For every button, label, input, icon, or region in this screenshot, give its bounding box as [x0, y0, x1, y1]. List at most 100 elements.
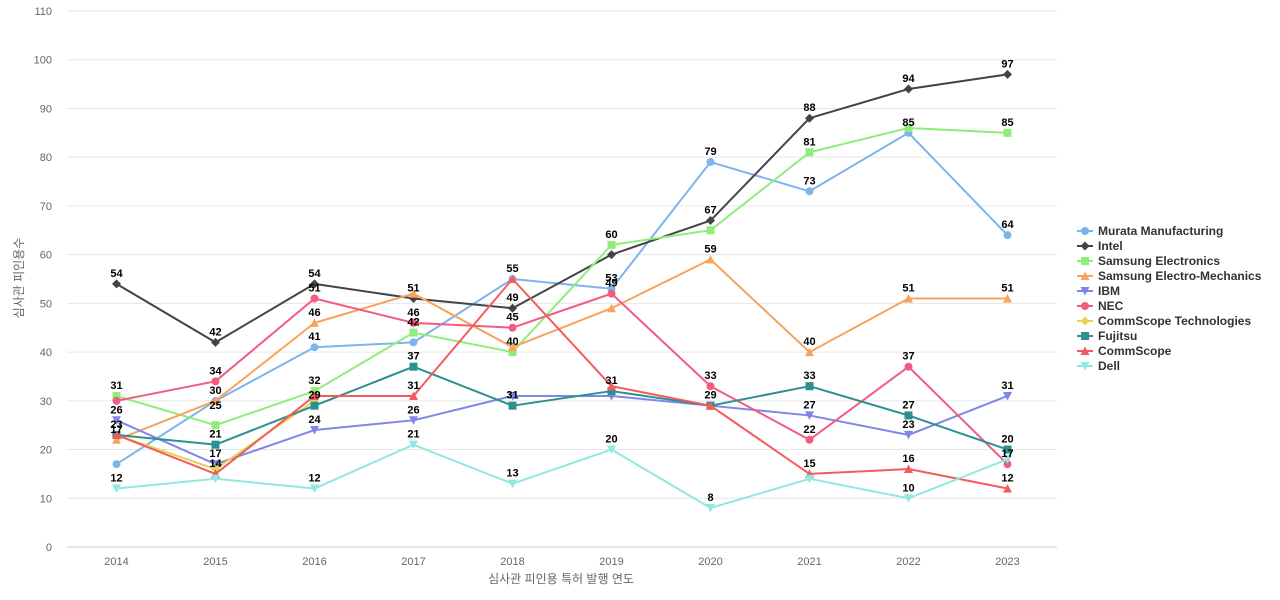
- data-label: 20: [605, 434, 617, 446]
- legend-marker: [1080, 287, 1090, 296]
- series-line: [115, 394, 1009, 466]
- series-marker: [508, 274, 517, 283]
- series-marker: [1003, 128, 1012, 137]
- data-label: 25: [209, 400, 221, 412]
- series-marker: [310, 279, 319, 289]
- legend-item[interactable]: CommScope Technologies: [1077, 314, 1251, 328]
- series-marker: [112, 484, 121, 494]
- data-label: 51: [407, 282, 419, 294]
- series-marker: [211, 396, 220, 405]
- data-label: 17: [110, 424, 122, 436]
- legend-item[interactable]: Samsung Electronics: [1077, 254, 1220, 268]
- data-label: 32: [308, 375, 320, 387]
- series-marker: [1003, 445, 1012, 454]
- series-marker: [508, 342, 517, 352]
- series-marker: [1003, 484, 1012, 493]
- data-label: 51: [902, 282, 914, 294]
- series-marker: [805, 382, 814, 391]
- legend-item[interactable]: Intel: [1077, 239, 1123, 253]
- series-marker: [1003, 69, 1012, 79]
- series-marker: [805, 148, 814, 157]
- series-marker: [904, 362, 913, 371]
- series-4: [112, 391, 1012, 469]
- legend-item[interactable]: CommScope: [1077, 344, 1172, 358]
- series-line: [115, 365, 1009, 451]
- legend-marker: [1081, 302, 1089, 310]
- x-tick-label: 2016: [302, 556, 326, 568]
- series-marker: [112, 416, 121, 425]
- data-label: 29: [308, 390, 320, 402]
- data-label: 27: [803, 399, 815, 411]
- data-label: 67: [704, 205, 716, 217]
- series-line: [115, 443, 1009, 510]
- y-tick-label: 30: [40, 396, 52, 408]
- legend-label: Dell: [1098, 359, 1120, 373]
- x-tick-label: 2017: [401, 556, 425, 568]
- data-label: 12: [1001, 473, 1013, 485]
- series-marker: [112, 391, 121, 400]
- axis-layer: 심사관 피인용 특허 발행 연도 심사관 피인용수 0 10 20 30 40 50 60 7…: [12, 6, 1020, 586]
- legend-item[interactable]: Dell: [1077, 359, 1120, 373]
- series-marker: [508, 479, 517, 489]
- legend-item[interactable]: Samsung Electro-Mechanics: [1077, 269, 1262, 283]
- series-marker: [607, 387, 616, 396]
- series-marker: [706, 216, 715, 226]
- series-marker: [310, 401, 319, 410]
- data-label: 21: [209, 429, 221, 441]
- series-marker: [706, 504, 715, 513]
- data-label: 31: [110, 380, 122, 392]
- y-tick-label: 70: [40, 201, 52, 213]
- data-label: 64: [1001, 219, 1014, 231]
- series-marker: [607, 240, 616, 249]
- data-label: 49: [605, 278, 617, 290]
- data-label: 97: [1001, 58, 1013, 70]
- series-marker: [805, 113, 814, 123]
- data-label: 33: [704, 370, 716, 382]
- data-label: 29: [704, 390, 716, 402]
- data-label: 24: [308, 414, 321, 426]
- series-marker: [508, 303, 517, 313]
- legend-label: CommScope Technologies: [1098, 314, 1251, 328]
- legend-marker: [1080, 362, 1090, 371]
- series-marker: [409, 318, 418, 327]
- y-tick-label: 40: [40, 347, 52, 359]
- series-marker: [112, 460, 121, 469]
- series-marker: [904, 293, 913, 303]
- series-2: [112, 123, 1012, 430]
- series-marker: [508, 391, 517, 401]
- data-label: 55: [506, 263, 518, 275]
- series-marker: [310, 387, 319, 396]
- legend-item[interactable]: NEC: [1077, 299, 1124, 313]
- x-tick-label: 2014: [104, 556, 128, 568]
- data-label: 30: [209, 385, 221, 397]
- legend-label: Murata Manufacturing: [1098, 224, 1223, 238]
- series-marker: [1003, 460, 1012, 469]
- data-label: 85: [1001, 117, 1013, 129]
- legend-item[interactable]: Murata Manufacturing: [1077, 224, 1223, 238]
- series-marker: [805, 435, 814, 444]
- legend-label: NEC: [1098, 299, 1124, 313]
- data-label: 21: [407, 429, 419, 441]
- data-label: 34: [209, 365, 222, 377]
- legend-marker: [1081, 257, 1089, 265]
- series-marker: [706, 382, 715, 391]
- legend-item[interactable]: IBM: [1077, 284, 1120, 298]
- data-label: 81: [803, 136, 815, 148]
- legend-item[interactable]: Fujitsu: [1077, 329, 1137, 343]
- data-label: 54: [110, 268, 123, 280]
- y-tick-label: 10: [40, 493, 52, 505]
- series-line: [115, 258, 1009, 441]
- series-3: [112, 255, 1012, 444]
- y-axis-title: 심사관 피인용수: [12, 238, 26, 319]
- data-label: 73: [803, 175, 815, 187]
- data-label: 40: [506, 336, 518, 348]
- x-tick-label: 2020: [698, 556, 722, 568]
- legend-label: Intel: [1098, 239, 1123, 253]
- data-label: 51: [1001, 282, 1013, 294]
- x-tick-label: 2019: [599, 556, 623, 568]
- series-marker: [607, 289, 616, 298]
- data-label: 40: [803, 336, 815, 348]
- data-label: 79: [704, 146, 716, 158]
- data-label: 10: [902, 482, 914, 494]
